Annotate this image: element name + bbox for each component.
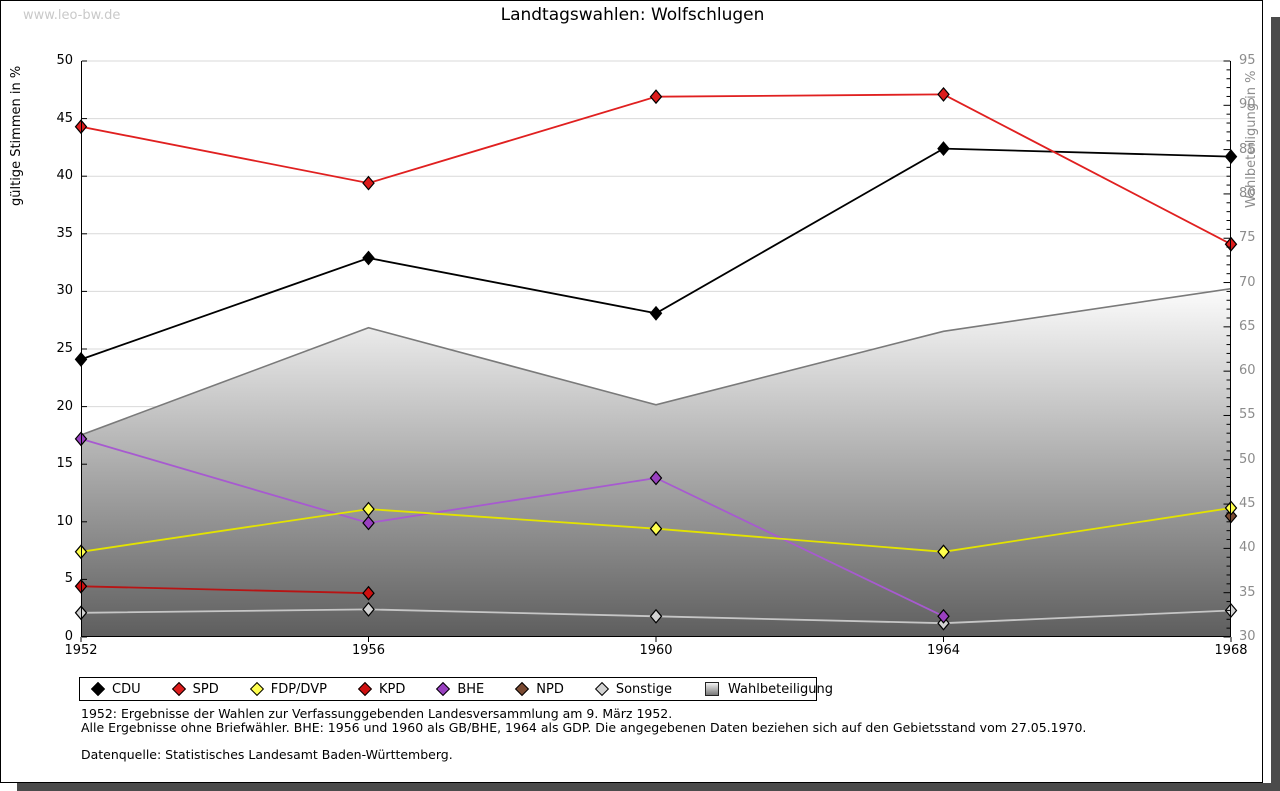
series-marker-spd (362, 175, 375, 191)
footnote-line: 1952: Ergebnisse der Wahlen zur Verfassu… (81, 706, 673, 721)
right-axis-tick-label: 95 (1239, 53, 1256, 68)
legend-label: CDU (112, 681, 141, 697)
series-marker-bhe (937, 608, 950, 624)
left-axis-tick-label: 30 (56, 283, 73, 299)
series-marker-sonstige (649, 608, 663, 624)
left-axis-tick-label: 15 (56, 456, 73, 472)
legend-item-fdp-dvp: FDP/DVP (249, 681, 327, 697)
series-areaedge-wahlbeteiligung (80, 287, 1232, 436)
series-marker-fdp-dvp (649, 521, 663, 537)
right-axis-tick-label: 75 (1239, 230, 1256, 246)
series-area-wahlbeteiligung (81, 288, 1231, 637)
series-marker-cdu (362, 250, 375, 266)
series-marker-bhe (362, 515, 375, 531)
left-axis-tick-label: 50 (56, 53, 73, 68)
legend-diamond-icon (594, 681, 609, 697)
legend-label: SPD (192, 681, 219, 697)
footnote-line: Alle Ergebnisse ohne Briefwähler. BHE: 1… (81, 720, 1087, 735)
x-axis-year-label: 1956 (351, 643, 386, 658)
series-marker-cdu (937, 141, 950, 157)
left-axis-title: gültige Stimmen in % (9, 65, 24, 206)
right-axis-tick-label: 50 (1239, 451, 1256, 467)
right-axis-tick-label: 30 (1239, 629, 1256, 644)
right-axis-tick-label: 70 (1239, 274, 1256, 290)
series-marker-kpd (362, 585, 375, 601)
series-line-kpd (80, 585, 369, 595)
x-axis-year-label: 1968 (1214, 643, 1248, 658)
chart-svg (74, 60, 1238, 642)
legend-label: Wahlbeteiligung (728, 681, 834, 697)
left-axis-tick-label: 35 (56, 225, 73, 241)
right-axis-tick-label: 35 (1239, 584, 1256, 600)
frame-shadow-right (1271, 17, 1280, 791)
right-axis-tick-label: 55 (1239, 407, 1256, 423)
left-axis-tick-label: 40 (56, 168, 73, 184)
legend: CDU SPD FDP/DVP KPD BHE NPD Sonstige Wahlbeteil… (79, 677, 833, 701)
x-axis-year-label: 1952 (64, 643, 98, 658)
series-line-spd (80, 93, 1232, 245)
x-axis-year-label: 1964 (926, 643, 961, 658)
series-marker-spd (937, 86, 950, 102)
series-marker-cdu (649, 305, 663, 321)
left-axis-tick-label: 25 (56, 341, 73, 356)
legend-item-spd: SPD (171, 681, 219, 697)
right-axis-tick-label: 85 (1239, 141, 1256, 157)
right-axis-tick-label: 45 (1239, 496, 1256, 512)
series-line-bhe (80, 438, 944, 618)
frame-shadow-bottom (17, 783, 1280, 791)
legend-label: Sonstige (615, 681, 673, 697)
footnote-lines: 1952: Ergebnisse der Wahlen zur Verfassu… (81, 707, 1086, 735)
series-marker-sonstige (362, 601, 375, 617)
legend-item-bhe: BHE (436, 681, 485, 697)
legend-label: KPD (378, 681, 406, 697)
right-axis-tick-label: 80 (1239, 185, 1256, 201)
series-marker-fdp-dvp (937, 544, 950, 560)
right-axis-tick-label: 40 (1239, 540, 1256, 556)
legend-item-wahlbeteiligung: Wahlbeteiligung (705, 682, 833, 697)
plot-area (74, 60, 1238, 642)
chart-frame: www.leo-bw.de Landtagswahlen: Wolfschlug… (0, 0, 1263, 783)
legend-label: FDP/DVP (270, 681, 327, 697)
page-title: Landtagswahlen: Wolfschlugen (500, 5, 765, 25)
x-axis-year-label: 1960 (639, 643, 673, 658)
legend-diamond-icon (357, 681, 373, 697)
legend-diamond-icon (90, 681, 106, 697)
right-axis-tick-label: 90 (1239, 97, 1256, 113)
right-axis-tick-label: 60 (1239, 363, 1256, 379)
legend-label: BHE (457, 681, 485, 697)
legend-item-sonstige: Sonstige (594, 681, 673, 697)
left-axis-tick-label: 10 (56, 513, 73, 529)
footnote-source: Datenquelle: Statistisches Landesamt Bad… (81, 747, 453, 762)
left-axis-tick-label: 5 (64, 571, 73, 587)
legend-item-npd: NPD (515, 681, 564, 697)
series-marker-fdp-dvp (362, 501, 375, 517)
legend-gradient-square-icon (705, 682, 720, 696)
legend-diamond-icon (515, 681, 530, 697)
legend-diamond-icon (171, 681, 186, 697)
legend-item-kpd: KPD (357, 681, 406, 697)
legend-diamond-icon (249, 681, 264, 697)
series-marker-bhe (649, 470, 663, 486)
watermark: www.leo-bw.de (23, 8, 121, 23)
legend-label: NPD (536, 681, 564, 697)
left-axis-tick-label: 0 (64, 629, 73, 644)
series-marker-spd (649, 89, 663, 105)
legend-item-cdu: CDU (90, 681, 141, 697)
right-axis-tick-label: 65 (1239, 318, 1256, 334)
legend-diamond-icon (436, 681, 451, 697)
left-axis-tick-label: 45 (56, 110, 73, 126)
left-axis-tick-label: 20 (56, 398, 73, 414)
